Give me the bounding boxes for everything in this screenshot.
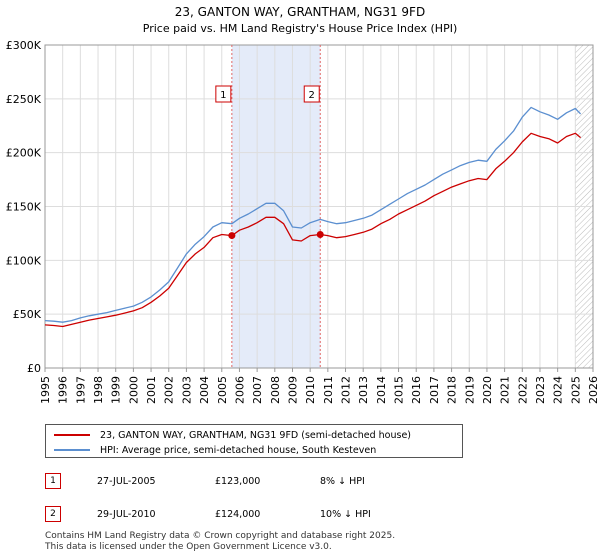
legend-swatch-hpi: [54, 449, 90, 451]
x-tick-label: 2004: [198, 376, 211, 404]
x-tick-label: 2009: [286, 376, 299, 404]
transaction-row: 2 29-JUL-2010 £124,000 10% ↓ HPI: [45, 506, 565, 524]
legend-label-hpi: HPI: Average price, semi-detached house,…: [100, 444, 377, 456]
x-tick-label: 1997: [74, 376, 87, 404]
y-tick-label: £300K: [6, 39, 42, 52]
legend: 23, GANTON WAY, GRANTHAM, NG31 9FD (semi…: [45, 424, 463, 458]
x-tick-label: 2022: [516, 376, 529, 404]
x-tick-label: 2023: [534, 376, 547, 404]
x-tick-label: 2006: [233, 376, 246, 404]
y-tick-label: £250K: [6, 93, 42, 106]
y-tick-label: £150K: [6, 201, 42, 214]
transaction-hpi-diff: 8% ↓ HPI: [320, 476, 365, 487]
transaction-price: £124,000: [215, 509, 261, 520]
x-tick-label: 2019: [463, 376, 476, 404]
transaction-badge: 1: [45, 473, 61, 489]
transaction-badge: 2: [45, 506, 61, 522]
x-tick-label: 2008: [269, 376, 282, 404]
transaction-row: 1 27-JUL-2005 £123,000 8% ↓ HPI: [45, 473, 565, 491]
y-tick-label: £0: [27, 362, 41, 375]
x-tick-label: 2025: [569, 376, 582, 404]
x-tick-label: 1995: [39, 376, 52, 404]
x-tick-label: 1999: [110, 376, 123, 404]
plot-border: [44, 44, 594, 369]
y-tick-label: £50K: [13, 308, 42, 321]
x-tick-label: 2002: [163, 376, 176, 404]
legend-swatch-property: [54, 434, 90, 436]
price-chart: 23, GANTON WAY, GRANTHAM, NG31 9FD Price…: [6, 5, 600, 404]
marker-label: 1: [220, 90, 226, 101]
x-tick-label: 2003: [180, 376, 193, 404]
legend-item-hpi: HPI: Average price, semi-detached house,…: [54, 443, 376, 457]
transaction-date: 27-JUL-2005: [97, 476, 156, 487]
x-tick-label: 2013: [357, 376, 370, 404]
x-tick-label: 2007: [251, 376, 264, 404]
footer-line-licence: This data is licensed under the Open Gov…: [45, 542, 332, 552]
y-tick-label: £200K: [6, 147, 42, 160]
transaction-date: 29-JUL-2010: [97, 509, 156, 520]
x-tick-label: 2012: [340, 376, 353, 404]
y-tick-label: £100K: [6, 254, 42, 267]
x-tick-label: 2017: [428, 376, 441, 404]
plot-area: £0 £50K £100K £150K £200K £250K £300K 1995 1996 1…: [6, 39, 600, 404]
x-tick-label: 2000: [127, 376, 140, 404]
x-tick-label: 1998: [92, 376, 105, 404]
legend-label-property: 23, GANTON WAY, GRANTHAM, NG31 9FD (semi…: [100, 429, 411, 441]
x-tick-label: 2014: [375, 376, 388, 404]
x-tick-label: 2016: [410, 376, 423, 404]
series-line-hpi: [44, 106, 582, 323]
sale-point: [316, 230, 324, 238]
x-tick-label: 2001: [145, 376, 158, 404]
x-tick-label: 2018: [446, 376, 459, 404]
x-tick-label: 2010: [304, 376, 317, 404]
transaction-price: £123,000: [215, 476, 261, 487]
legend-item-property: 23, GANTON WAY, GRANTHAM, NG31 9FD (semi…: [54, 428, 411, 442]
x-tick-label: 2026: [587, 376, 600, 404]
chart-title: 23, GANTON WAY, GRANTHAM, NG31 9FD: [175, 5, 425, 19]
marker-badge: [303, 85, 320, 103]
x-tick-label: 2024: [552, 376, 565, 404]
x-tick-label: 2011: [322, 376, 335, 404]
footer: Contains HM Land Registry data © Crown c…: [45, 531, 395, 553]
transaction-hpi-diff: 10% ↓ HPI: [320, 509, 371, 520]
x-tick-label: 2020: [481, 376, 494, 404]
x-tick-label: 2021: [499, 376, 512, 404]
marker-badge: [215, 85, 232, 103]
series-line-property: [44, 132, 582, 328]
x-tick-label: 2005: [216, 376, 229, 404]
chart-subtitle: Price paid vs. HM Land Registry's House …: [143, 22, 458, 35]
sale-point: [228, 232, 236, 240]
x-tick-label: 2015: [393, 376, 406, 404]
footer-line-copyright: Contains HM Land Registry data © Crown c…: [45, 531, 396, 541]
marker-label: 2: [309, 90, 315, 101]
x-tick-label: 1996: [57, 376, 70, 404]
